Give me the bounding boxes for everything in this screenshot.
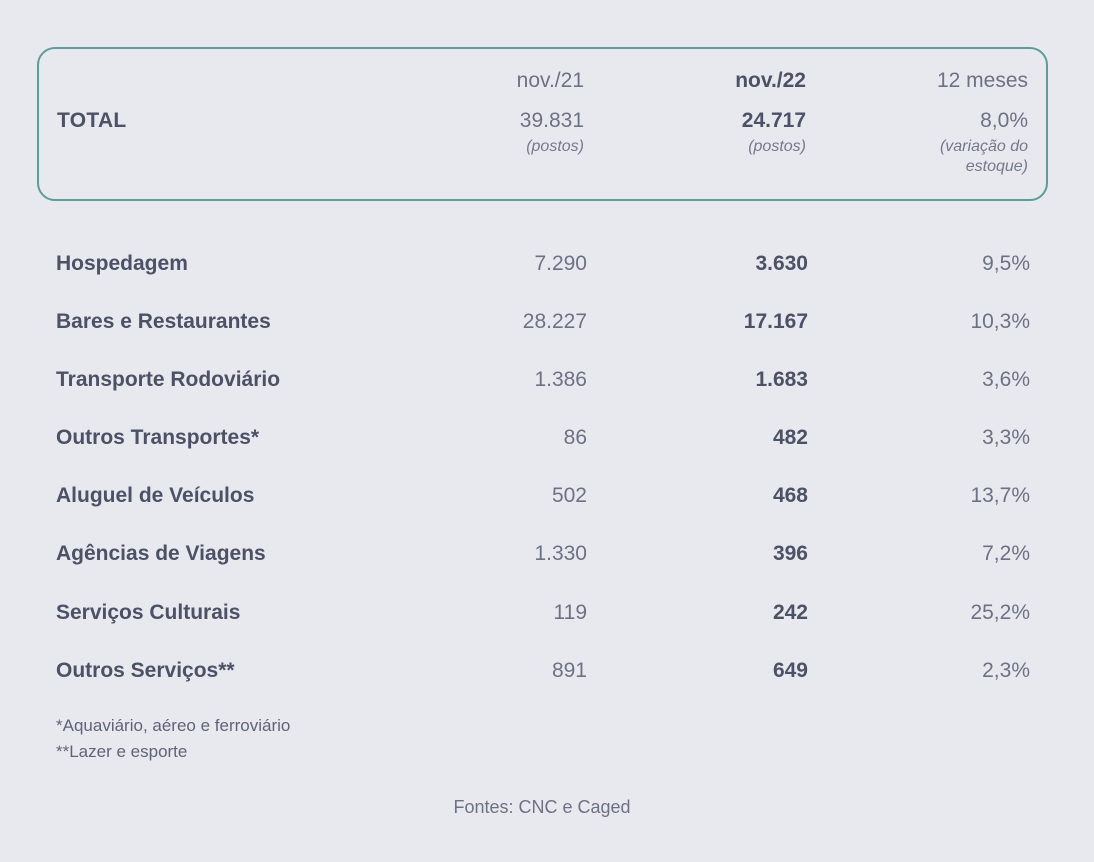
- total-nov21-note: (postos): [526, 138, 584, 155]
- row-label: Hospedagem: [56, 252, 188, 275]
- table-row: Aluguel de Veículos 502 468 13,7%: [56, 484, 1030, 514]
- row-label: Outros Serviços**: [56, 659, 235, 682]
- row-nov21-value: 1.386: [534, 368, 587, 391]
- row-variation-value: 25,2%: [970, 601, 1030, 624]
- footnote-outros-transportes: *Aquaviário, aéreo e ferroviário: [56, 716, 291, 735]
- total-nov22-value: 24.717: [741, 109, 806, 132]
- total-variation-value: 8,0%: [980, 109, 1028, 132]
- row-nov21-value: 86: [563, 426, 587, 449]
- row-variation-value: 9,5%: [982, 252, 1030, 275]
- table-row: Agências de Viagens 1.330 396 7,2%: [56, 542, 1030, 572]
- row-variation-value: 10,3%: [970, 310, 1030, 333]
- row-label: Serviços Culturais: [56, 601, 241, 624]
- table-row: Outros Serviços** 891 649 2,3%: [56, 659, 1030, 689]
- row-variation-value: 3,3%: [982, 426, 1030, 449]
- row-variation-value: 2,3%: [982, 659, 1030, 682]
- row-nov21-value: 1.330: [534, 542, 587, 565]
- table-row: Transporte Rodoviário 1.386 1.683 3,6%: [56, 368, 1030, 398]
- row-nov22-value: 396: [772, 542, 808, 565]
- total-nov22-note: (postos): [748, 138, 806, 155]
- row-variation-value: 7,2%: [982, 542, 1030, 565]
- row-nov22-value: 482: [772, 426, 808, 449]
- row-nov22-value: 3.630: [755, 252, 808, 275]
- row-nov22-value: 468: [772, 484, 808, 507]
- table-row: Hospedagem 7.290 3.630 9,5%: [56, 252, 1030, 282]
- header-12-meses: 12 meses: [936, 69, 1028, 92]
- table-row: Serviços Culturais 119 242 25,2%: [56, 601, 1030, 631]
- header-nov22: nov./22: [735, 69, 806, 92]
- row-nov22-value: 17.167: [743, 310, 808, 333]
- row-nov22-value: 1.683: [755, 368, 808, 391]
- row-label: Agências de Viagens: [56, 542, 266, 565]
- row-variation-value: 3,6%: [982, 368, 1030, 391]
- total-nov21-value: 39.831: [519, 109, 584, 132]
- header-nov21: nov./21: [516, 69, 584, 92]
- row-label: Outros Transportes*: [56, 426, 260, 449]
- row-variation-value: 13,7%: [970, 484, 1030, 507]
- table-row: Outros Transportes* 86 482 3,3%: [56, 426, 1030, 456]
- total-label: TOTAL: [57, 109, 127, 132]
- table-row: Bares e Restaurantes 28.227 17.167 10,3%: [56, 310, 1030, 340]
- row-label: Transporte Rodoviário: [56, 368, 281, 391]
- source-note: Fontes: CNC e Caged: [453, 797, 631, 817]
- footnote-outros-servicos: **Lazer e esporte: [56, 742, 188, 761]
- total-summary-box: TOTAL nov./21 nov./22 12 meses 39.831 24…: [37, 47, 1048, 201]
- row-nov22-value: 649: [772, 659, 808, 682]
- row-nov22-value: 242: [772, 601, 808, 624]
- total-variation-note: (variação do estoque): [939, 138, 1028, 175]
- row-nov21-value: 28.227: [522, 310, 587, 333]
- row-nov21-value: 119: [553, 601, 587, 624]
- row-label: Aluguel de Veículos: [56, 484, 255, 507]
- row-nov21-value: 7.290: [534, 252, 587, 275]
- row-nov21-value: 502: [551, 484, 587, 507]
- row-nov21-value: 891: [551, 659, 587, 682]
- row-label: Bares e Restaurantes: [56, 310, 271, 333]
